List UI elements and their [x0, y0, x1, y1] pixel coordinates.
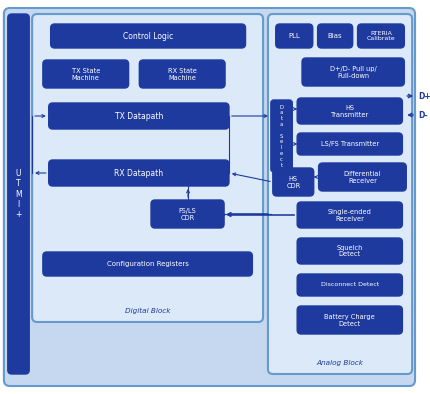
FancyBboxPatch shape	[317, 24, 352, 48]
FancyBboxPatch shape	[51, 24, 245, 48]
FancyBboxPatch shape	[296, 133, 402, 155]
Text: Bias: Bias	[327, 33, 342, 39]
Text: FS/LS
CDR: FS/LS CDR	[178, 208, 196, 221]
Text: RTERIA
Calibrate: RTERIA Calibrate	[366, 31, 394, 41]
Text: Control Logic: Control Logic	[123, 32, 173, 41]
Text: D+: D+	[417, 91, 430, 100]
Text: U
T
M
I
+: U T M I +	[15, 169, 22, 219]
FancyBboxPatch shape	[49, 103, 228, 129]
Text: Differential
Receiver: Differential Receiver	[343, 171, 380, 184]
Text: Battery Charge
Detect: Battery Charge Detect	[324, 314, 374, 327]
Text: D-: D-	[417, 110, 427, 119]
FancyBboxPatch shape	[296, 238, 402, 264]
Text: RX State
Machine: RX State Machine	[167, 67, 196, 80]
Text: Disconnect Detect: Disconnect Detect	[320, 282, 378, 288]
Text: D+/D- Pull up/
Pull-down: D+/D- Pull up/ Pull-down	[329, 65, 376, 78]
Text: TX Datapath: TX Datapath	[114, 112, 163, 121]
Text: PLL: PLL	[288, 33, 299, 39]
FancyBboxPatch shape	[275, 24, 312, 48]
Text: Squelch
Detect: Squelch Detect	[336, 245, 362, 258]
Text: D
a
t
a
 
S
e
l
e
c
t: D a t a S e l e c t	[279, 104, 283, 167]
FancyBboxPatch shape	[270, 100, 292, 172]
FancyBboxPatch shape	[49, 160, 228, 186]
FancyBboxPatch shape	[43, 60, 128, 88]
FancyBboxPatch shape	[357, 24, 403, 48]
FancyBboxPatch shape	[296, 98, 402, 124]
Text: HS
CDR: HS CDR	[286, 175, 300, 188]
FancyBboxPatch shape	[43, 252, 252, 276]
Text: Digital Block: Digital Block	[125, 308, 170, 314]
Text: TX State
Machine: TX State Machine	[71, 67, 100, 80]
FancyBboxPatch shape	[272, 168, 313, 196]
FancyBboxPatch shape	[301, 58, 403, 86]
Text: RX Datapath: RX Datapath	[114, 169, 163, 178]
FancyBboxPatch shape	[8, 14, 29, 374]
FancyBboxPatch shape	[4, 8, 414, 386]
Text: LS/FS Transmitter: LS/FS Transmitter	[320, 141, 378, 147]
FancyBboxPatch shape	[32, 14, 262, 322]
FancyBboxPatch shape	[296, 202, 402, 228]
FancyBboxPatch shape	[296, 274, 402, 296]
FancyBboxPatch shape	[267, 14, 411, 374]
Text: Single-ended
Receiver: Single-ended Receiver	[327, 208, 371, 221]
FancyBboxPatch shape	[296, 306, 402, 334]
Text: Configuration Registers: Configuration Registers	[106, 261, 188, 267]
FancyBboxPatch shape	[150, 200, 224, 228]
Text: Analog Block: Analog Block	[316, 360, 362, 366]
Text: HS
Transmitter: HS Transmitter	[330, 104, 368, 117]
FancyBboxPatch shape	[318, 163, 405, 191]
FancyBboxPatch shape	[139, 60, 224, 88]
